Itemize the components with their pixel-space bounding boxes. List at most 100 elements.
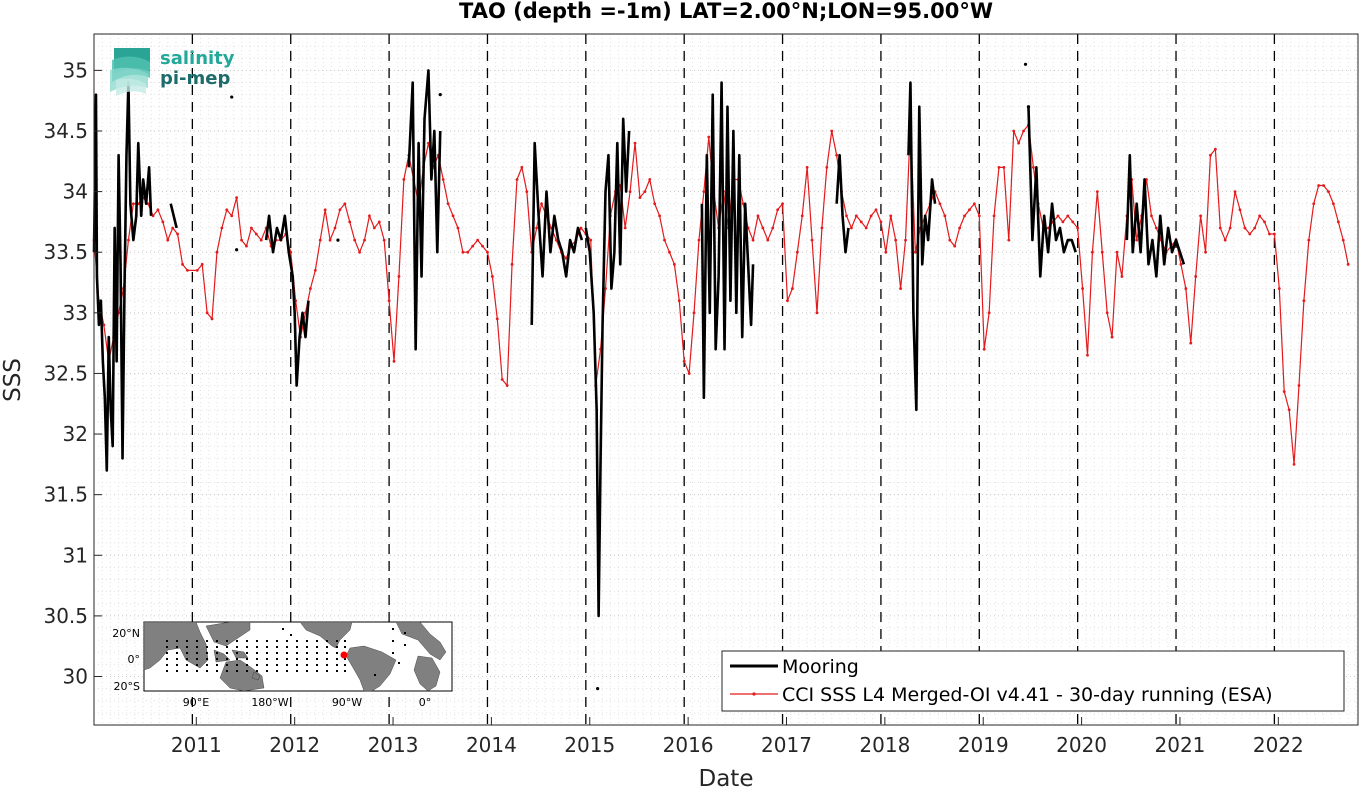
series-cci-point [540, 202, 543, 206]
series-cci-point [254, 232, 258, 236]
series-cci-point [633, 141, 637, 145]
chart-title: TAO (depth =-1m) LAT=2.00°N;LON=95.00°W [459, 0, 993, 23]
series-cci-point [864, 226, 868, 230]
inset-buoy-dot [256, 652, 258, 654]
series-cci-point [1066, 214, 1070, 218]
series-mooring-point [235, 248, 239, 252]
series-cci-point [1223, 238, 1227, 242]
inset-buoy-dot [296, 640, 298, 642]
series-cci-point [1341, 238, 1345, 242]
series-cci-point [963, 214, 966, 218]
logo-waves-icon [110, 48, 150, 96]
inset-buoy-dot [286, 646, 288, 648]
series-cci-point [1017, 141, 1021, 145]
inset-buoy-dot [306, 640, 308, 642]
inset-buoy-dot [236, 670, 238, 672]
series-cci-point [835, 153, 839, 157]
series-cci-point [245, 244, 248, 248]
series-cci-point [830, 129, 834, 133]
series-cci-point [938, 202, 942, 206]
inset-buoy-dot [276, 652, 278, 654]
series-cci-point [220, 226, 224, 230]
series-mooring-segment [169, 203, 178, 229]
series-cci-point [235, 196, 239, 200]
series-cci-point [953, 244, 957, 248]
inset-buoy-dot [316, 640, 318, 642]
series-cci-point [589, 238, 593, 242]
series-cci-point [500, 378, 504, 381]
series-mooring-segment [1027, 106, 1077, 278]
series-mooring-segment [907, 81, 937, 412]
series-cci-point [343, 202, 347, 206]
series-cci-point [510, 262, 514, 266]
inset-buoy-dot [286, 652, 288, 654]
inset-buoy-dot [176, 640, 178, 642]
series-cci-point [850, 226, 853, 230]
series-cci-point [1081, 287, 1084, 290]
series-mooring-segment [584, 117, 631, 618]
series-cci-point [643, 190, 647, 193]
series-cci-point [461, 250, 465, 254]
x-tick-label: 2013 [368, 733, 419, 757]
series-cci-point [982, 347, 986, 351]
inset-buoy-dot [236, 640, 238, 642]
series-mooring-point [596, 687, 600, 691]
series-cci-point [1189, 341, 1193, 345]
inset-lon-label-90w: 90°W [332, 696, 362, 709]
series-cci-point [392, 359, 396, 363]
series-cci-point [495, 317, 499, 321]
series-cci-point [790, 287, 794, 290]
series-cci-point [751, 238, 755, 242]
series-cci-point [1307, 238, 1311, 242]
inset-buoy-dot [216, 640, 218, 642]
inset-lon-label-0: 0° [419, 696, 432, 709]
inset-buoy-dot [266, 664, 268, 666]
series-cci-point [884, 250, 888, 254]
series-cci-point [333, 226, 337, 230]
inset-buoy-dot [306, 646, 308, 648]
series-cci-point [456, 226, 460, 230]
series-mooring [92, 62, 1186, 691]
x-axis-label: Date [699, 766, 754, 790]
series-cci-point [781, 202, 784, 206]
series-cci-point [102, 323, 106, 327]
inset-buoy-dot [344, 646, 346, 648]
inset-buoy-dot [296, 646, 298, 648]
series-cci-point [313, 268, 317, 272]
legend-box [721, 650, 1345, 712]
series-cci-point [1022, 129, 1025, 133]
series-cci-point [1243, 226, 1247, 230]
series-cci-point [1031, 165, 1035, 169]
x-tick-label: 2018 [859, 733, 910, 757]
series-cci-point [441, 178, 445, 181]
inset-buoy-dot [176, 652, 178, 654]
inset-buoy-dot [336, 670, 338, 672]
y-tick-label: 34.5 [43, 119, 88, 143]
series-cci-point [672, 262, 676, 266]
series-cci-point [476, 238, 480, 242]
inset-buoy-dot [336, 652, 338, 654]
inset-buoy-dot [326, 646, 328, 648]
series-cci-point [668, 250, 671, 254]
series-cci-point [200, 262, 204, 266]
series-mooring-point [438, 93, 442, 97]
series-cci-point [372, 226, 376, 230]
series-cci-point [1238, 208, 1242, 212]
series-cci-point [628, 190, 632, 193]
series-cci-point [328, 238, 332, 242]
inset-buoy-dot [286, 670, 288, 672]
series-cci-point [535, 226, 539, 230]
x-tick-label: 2011 [171, 733, 222, 757]
series-cci-point [249, 226, 253, 230]
series-cci-point [338, 208, 342, 212]
inset-buoy-dot [392, 628, 394, 630]
inset-buoy-dot [306, 652, 308, 654]
series-cci-point [677, 299, 681, 303]
inset-buoy-dot [256, 640, 258, 642]
inset-buoy-dot [196, 658, 198, 660]
inset-buoy-dot [392, 652, 394, 654]
inset-buoy-dot [404, 644, 406, 646]
series-cci-point [786, 299, 789, 303]
inset-buoy-dot [166, 658, 168, 660]
series-cci-point [1282, 390, 1286, 394]
